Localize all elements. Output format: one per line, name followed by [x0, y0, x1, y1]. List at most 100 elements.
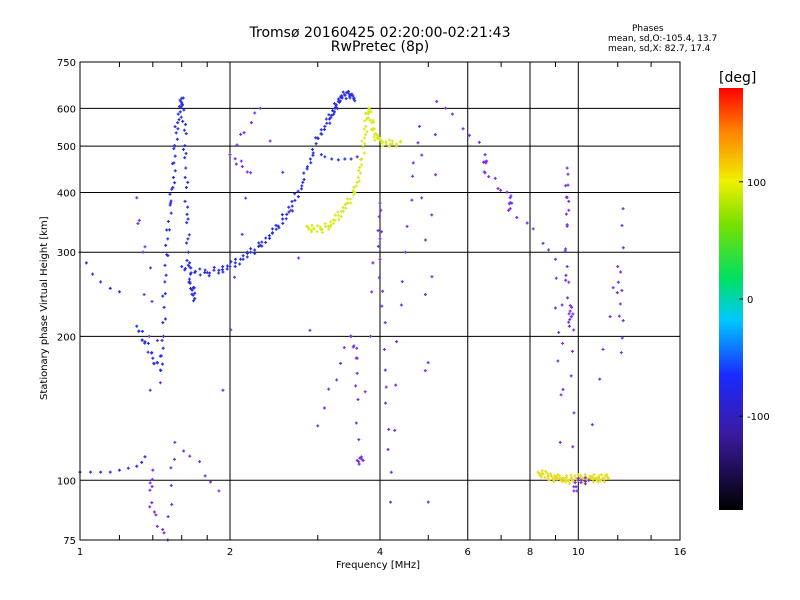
data-point: [137, 218, 141, 222]
data-point: [185, 221, 189, 225]
data-point: [370, 127, 374, 131]
data-point: [324, 117, 328, 121]
data-point: [312, 226, 316, 230]
data-point: [579, 478, 583, 482]
data-point: [186, 217, 190, 221]
data-point: [135, 196, 139, 200]
y-tick-label: 75: [63, 536, 76, 547]
data-point: [184, 151, 188, 155]
data-point: [362, 136, 366, 140]
data-point: [161, 334, 165, 338]
data-point: [334, 103, 338, 107]
data-point: [352, 96, 356, 100]
data-point: [163, 263, 167, 267]
data-point: [190, 288, 194, 292]
data-point: [395, 142, 399, 146]
data-point: [587, 478, 591, 482]
data-point: [308, 328, 312, 332]
data-point: [325, 121, 329, 125]
data-point: [356, 398, 360, 402]
data-point: [567, 478, 571, 482]
data-point: [515, 215, 519, 219]
data-point: [225, 264, 229, 268]
data-point: [267, 234, 271, 238]
data-point: [349, 157, 353, 161]
data-point: [171, 186, 175, 190]
data-point: [135, 324, 139, 328]
data-point: [360, 163, 364, 167]
data-point: [333, 110, 337, 114]
data-point: [363, 119, 367, 123]
y-tick-label: 600: [57, 104, 76, 115]
data-point: [296, 195, 300, 199]
data-point: [217, 271, 221, 275]
data-point: [155, 339, 159, 343]
data-point: [198, 273, 202, 277]
data-point: [208, 271, 212, 275]
data-point: [309, 161, 313, 165]
data-point: [569, 473, 573, 477]
data-point: [372, 120, 376, 124]
data-point: [332, 112, 336, 116]
data-point: [357, 438, 361, 442]
data-point: [184, 123, 188, 127]
data-point: [567, 280, 571, 284]
x-tick-label: 10: [572, 547, 585, 558]
data-point: [376, 244, 380, 248]
data-point: [241, 254, 245, 258]
data-point: [174, 131, 178, 135]
data-point: [233, 264, 237, 268]
data-point: [355, 356, 359, 360]
data-point: [620, 288, 624, 292]
data-point: [316, 136, 320, 140]
x-tick-label: 1: [77, 547, 83, 558]
data-point: [168, 192, 172, 196]
data-point: [568, 481, 572, 485]
data-point: [302, 171, 306, 175]
data-point: [161, 321, 165, 325]
data-point: [343, 157, 347, 161]
data-point: [152, 510, 156, 514]
data-point: [423, 292, 427, 296]
data-point: [357, 168, 361, 172]
data-point: [158, 381, 162, 385]
data-point: [564, 476, 568, 480]
data-point: [420, 196, 424, 200]
data-point: [351, 345, 355, 349]
data-point: [373, 138, 377, 142]
data-point: [549, 472, 553, 476]
data-point: [148, 505, 152, 509]
data-point: [176, 112, 180, 116]
data-point: [583, 473, 587, 477]
data-point: [229, 260, 233, 264]
y-tick-label: 500: [57, 142, 76, 153]
data-point: [435, 100, 439, 104]
data-point: [212, 265, 216, 269]
data-point: [348, 197, 352, 201]
data-point: [342, 346, 346, 350]
data-point: [186, 205, 190, 209]
data-point: [290, 204, 294, 208]
data-point: [249, 250, 253, 254]
data-point: [203, 268, 207, 272]
data-point: [389, 500, 393, 504]
data-point: [151, 468, 155, 472]
data-point: [198, 267, 202, 271]
data-point: [341, 205, 345, 209]
data-point: [377, 215, 381, 219]
data-point: [461, 127, 465, 131]
data-point: [289, 208, 293, 212]
data-point: [574, 485, 578, 489]
data-point: [343, 203, 347, 207]
data-point: [321, 230, 325, 234]
data-point: [349, 201, 353, 205]
data-point: [541, 241, 545, 245]
data-point: [351, 94, 355, 98]
data-point: [186, 250, 190, 254]
data-point: [162, 531, 166, 535]
data-point: [169, 199, 173, 203]
data-point: [89, 470, 93, 474]
data-point: [487, 175, 491, 179]
data-point: [356, 175, 360, 179]
data-point: [190, 292, 194, 296]
